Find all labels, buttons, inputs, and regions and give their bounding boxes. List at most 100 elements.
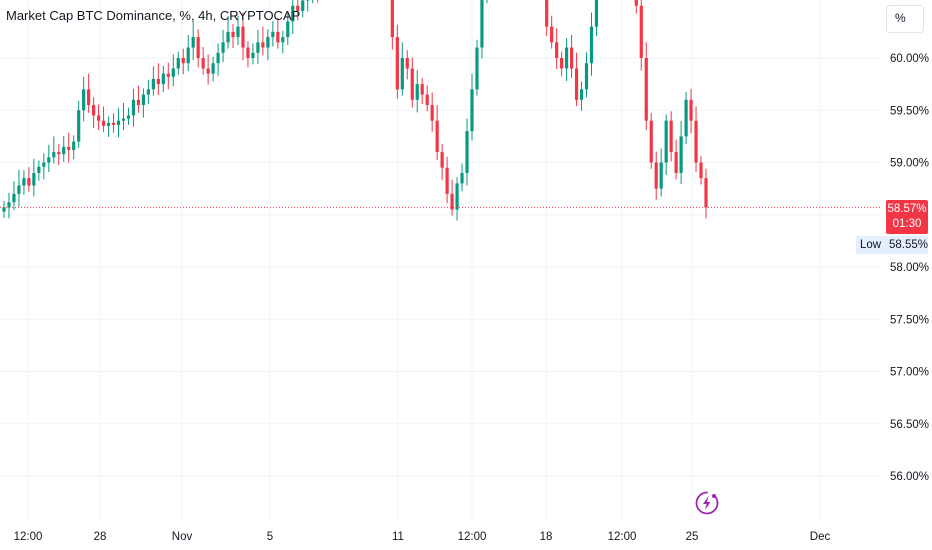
candle-up	[37, 166, 41, 173]
candle-up	[22, 178, 26, 186]
candle-up	[221, 42, 225, 53]
y-tick-label: 57.00%	[890, 367, 929, 379]
candle-down	[136, 99, 141, 106]
candle-up	[301, 0, 305, 11]
candle-up	[62, 146, 66, 155]
candle-up	[564, 47, 569, 69]
candle-down	[420, 84, 424, 95]
candle-up	[251, 52, 255, 58]
candle-down	[689, 99, 693, 121]
candle-up	[589, 26, 594, 64]
candle-down	[181, 58, 185, 64]
x-tick-label: Dec	[810, 531, 831, 543]
candle-up	[684, 99, 688, 137]
x-tick-label: 12:00	[608, 531, 637, 543]
y-tick-label: 58.00%	[890, 262, 929, 274]
candle-up	[664, 120, 668, 163]
candle-down	[694, 120, 698, 163]
candle-down	[206, 68, 210, 74]
candle-down	[92, 105, 96, 116]
candle-up	[470, 89, 474, 132]
candle-up	[579, 89, 584, 100]
x-tick-label: 18	[540, 531, 553, 543]
candle-down	[246, 47, 250, 58]
candle-down	[27, 178, 31, 186]
x-tick-label: 25	[686, 531, 699, 543]
candle-up	[7, 202, 11, 208]
x-tick-label: 12:00	[14, 531, 43, 543]
candle-up	[271, 31, 275, 38]
candle-up	[121, 118, 126, 121]
candle-down	[440, 152, 444, 168]
candle-up	[266, 37, 270, 48]
candle-up	[106, 122, 111, 126]
candle-up	[455, 183, 459, 210]
candle-up	[131, 99, 136, 116]
candle-up	[191, 37, 195, 48]
candle-up	[659, 162, 663, 189]
candle-down	[649, 120, 653, 163]
low-label-text: Low	[860, 239, 882, 251]
bar-countdown: 01:30	[892, 218, 922, 230]
candle-up	[72, 141, 76, 150]
candle-down	[425, 94, 429, 106]
x-tick-label: 5	[267, 531, 273, 543]
candle-down	[201, 58, 205, 69]
candle-up	[171, 68, 175, 77]
candle-up	[211, 63, 215, 74]
last-price-label: 58.57% 01:30	[886, 200, 928, 234]
y-tick-label: 56.00%	[890, 471, 929, 483]
candle-up	[281, 37, 285, 43]
candle-up	[480, 0, 484, 48]
candle-down	[276, 31, 280, 43]
candle-up	[216, 52, 220, 64]
candle-up	[400, 58, 404, 90]
candle-up	[286, 21, 290, 38]
candle-up	[161, 73, 165, 85]
candle-up	[17, 185, 21, 194]
candle-up	[256, 42, 260, 53]
candle-up	[52, 152, 56, 158]
candle-down	[704, 178, 708, 208]
candle-down	[166, 73, 170, 77]
candle-up	[475, 47, 479, 90]
y-tick-label: 56.50%	[890, 419, 929, 431]
candle-down	[405, 58, 409, 69]
candle-down	[450, 193, 454, 210]
candle-up	[186, 47, 190, 64]
y-tick-label: 60.00%	[890, 53, 929, 65]
candle-up	[465, 131, 469, 173]
percent-scale-button[interactable]: %	[886, 5, 924, 33]
candle-up	[594, 0, 599, 27]
candle-up	[584, 63, 589, 90]
y-axis: 60.00% 59.50% 59.00% 58.00% 57.50% 57.00% 56.5…	[890, 53, 929, 483]
candle-up	[42, 162, 46, 167]
candle-down	[111, 122, 116, 125]
candle-down	[395, 37, 399, 90]
candle-up	[77, 110, 81, 142]
candle-up	[151, 78, 155, 90]
candle-down	[67, 146, 71, 150]
x-axis: 12:00 28 Nov 5 11 12:00 18 12:00 25 Dec	[14, 531, 831, 543]
x-tick-label: 28	[94, 531, 107, 543]
low-price-label: Low 58.55%	[856, 236, 928, 254]
candle-down	[560, 58, 564, 69]
lightning-logo-icon[interactable]	[694, 490, 720, 516]
candle-down	[410, 68, 414, 100]
candle-down	[101, 120, 106, 126]
y-tick-label: 57.50%	[890, 314, 929, 326]
candle-down	[639, 5, 643, 58]
chart-title: Market Cap BTC Dominance, %, 4h, CRYPTOC…	[6, 8, 301, 23]
candle-down	[156, 78, 160, 85]
candle-up	[679, 136, 683, 173]
candle-up	[146, 89, 150, 95]
candle-down	[435, 120, 439, 153]
last-price-value: 58.57%	[887, 203, 927, 215]
candle-down	[550, 26, 554, 43]
candle-down	[699, 162, 703, 179]
candle-down	[390, 0, 394, 38]
candle-up	[291, 5, 295, 22]
candle-down	[569, 47, 574, 69]
candle-up	[12, 193, 16, 203]
